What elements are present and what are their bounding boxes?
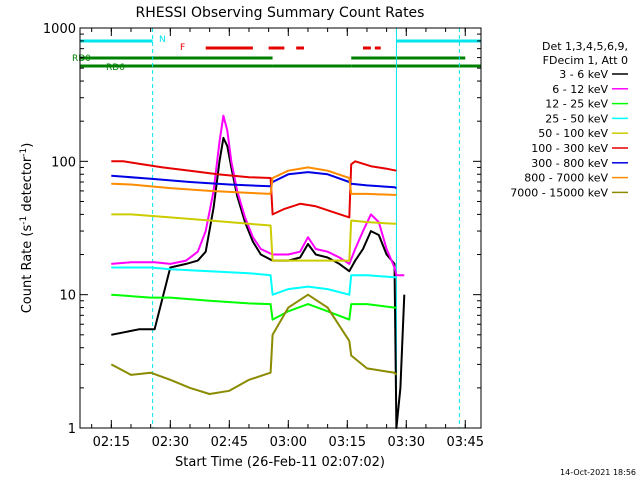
flag-label-rd0: RD0 bbox=[72, 54, 91, 64]
x-tick-label: 02:15 bbox=[93, 435, 130, 450]
series-line-800-7000-kev bbox=[111, 166, 397, 196]
y-axis-label: Count Rate (s-1 detector-1) bbox=[19, 143, 35, 314]
legend-entry-label: 25 - 50 keV bbox=[545, 112, 608, 125]
footer-date: 14-Oct-2021 18:56 bbox=[560, 468, 636, 477]
y-tick-label: 100 bbox=[51, 155, 76, 170]
x-tick-label: 02:30 bbox=[152, 435, 189, 450]
legend-entry-label: 3 - 6 keV bbox=[559, 68, 608, 81]
y-axis-label-text: Count Rate (s bbox=[20, 225, 35, 314]
legend-entry-label: 7000 - 15000 keV bbox=[510, 186, 608, 199]
series-line-100-300-kev bbox=[111, 160, 397, 219]
x-axis-ticks: 02:15 02:30 02:45 03:00 03:15 03:30 03:45 bbox=[91, 28, 484, 450]
x-tick-label: 03:45 bbox=[447, 435, 484, 450]
legend-entry-label: 6 - 12 keV bbox=[552, 83, 608, 96]
flag-label-n: N bbox=[159, 35, 166, 45]
x-tick-label: 02:45 bbox=[211, 435, 248, 450]
x-tick-label: 03:00 bbox=[270, 435, 307, 450]
legend-header-line: FDecim 1, Att 0 bbox=[543, 54, 628, 67]
y-tick-label: 1 bbox=[68, 422, 76, 437]
y-tick-label: 1000 bbox=[43, 22, 76, 37]
series-line-25-50-kev bbox=[111, 266, 397, 296]
legend-header-line: Det 1,3,4,5,6,9, bbox=[542, 40, 628, 53]
plot-frame bbox=[79, 27, 482, 429]
legend-entry-label: 300 - 800 keV bbox=[531, 157, 608, 170]
y-axis-label-text: detector bbox=[20, 156, 35, 216]
x-tick-label: 03:30 bbox=[388, 435, 425, 450]
series-line-7000-15000-kev bbox=[110, 293, 398, 395]
flag-label-rd6: RD6 bbox=[106, 63, 125, 73]
legend-entry-label: 12 - 25 keV bbox=[545, 98, 608, 111]
series-line-6-12-kev bbox=[111, 114, 405, 277]
legend-entry-label: 100 - 300 keV bbox=[531, 142, 608, 155]
y-axis-label-exponent: -1 bbox=[19, 216, 29, 225]
series-line-12-25-kev bbox=[111, 293, 397, 321]
y-axis-ticks: 1 10 100 1000 bbox=[43, 22, 481, 437]
legend: Det 1,3,4,5,6,9,FDecim 1, Att 03 - 6 keV… bbox=[510, 40, 628, 199]
y-axis-label-exponent: -1 bbox=[19, 148, 29, 157]
series-lines bbox=[110, 114, 406, 429]
legend-entry-label: 800 - 7000 keV bbox=[524, 172, 608, 185]
legend-entry-label: 50 - 100 keV bbox=[538, 127, 608, 140]
series-line-50-100-kev bbox=[111, 213, 397, 262]
series-line-300-800-kev bbox=[111, 171, 397, 190]
y-axis-label-text: ) bbox=[20, 143, 35, 148]
y-tick-label: 10 bbox=[59, 289, 76, 304]
chart-title: RHESSI Observing Summary Count Rates bbox=[136, 5, 425, 21]
x-tick-label: 03:15 bbox=[329, 435, 366, 450]
flag-label-f: F bbox=[180, 43, 185, 53]
x-axis-label: Start Time (26-Feb-11 02:07:02) bbox=[175, 455, 385, 470]
